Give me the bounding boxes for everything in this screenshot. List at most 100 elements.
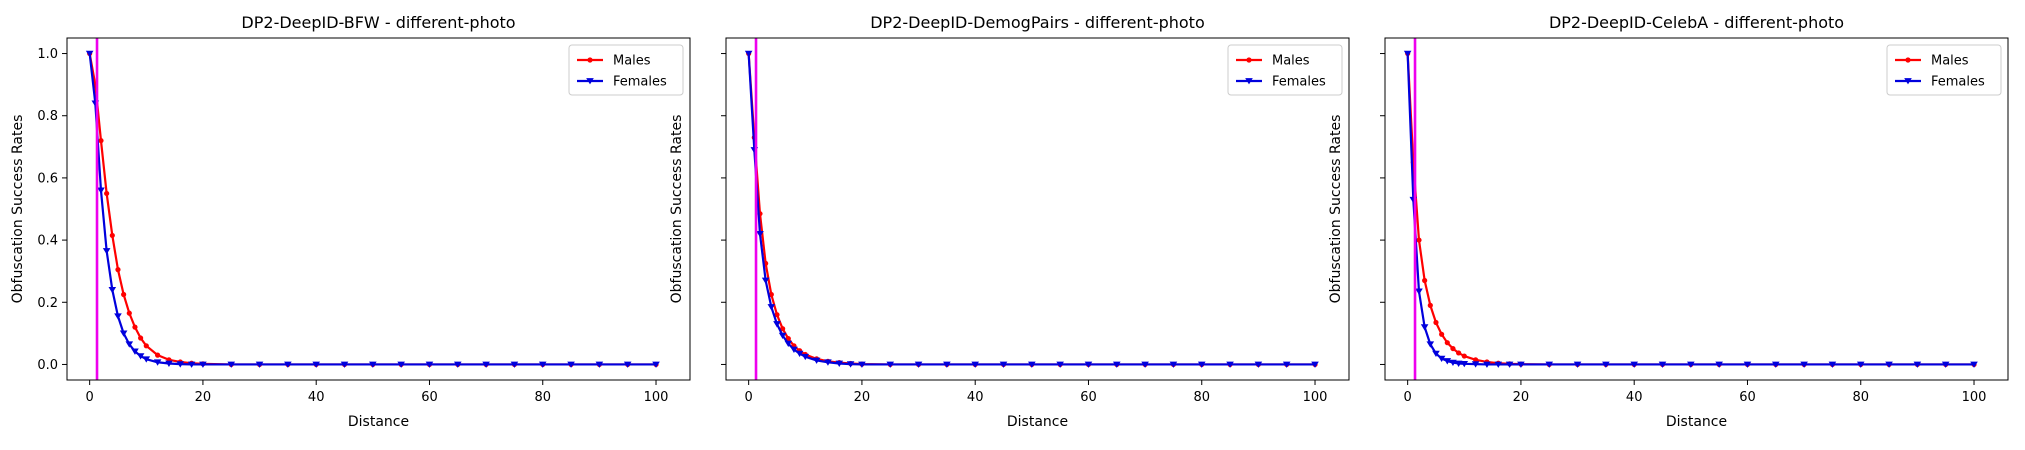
data-point-males [1427,302,1433,308]
y-tick-label: 1.0 [37,47,58,62]
series-line-males [747,53,1316,366]
data-point-females [340,361,349,368]
legend-label-males: Males [1931,54,1969,69]
legend-marker [1246,57,1252,63]
data-point-females [1602,361,1610,368]
data-point-males [780,326,786,332]
data-point-females [835,360,844,367]
x-tick-label: 80 [1852,390,1869,405]
data-point-females [1454,360,1463,367]
data-point-females [1856,361,1865,368]
series-line-males [1406,53,1975,366]
data-point-females [1913,361,1922,368]
data-point-females [1420,324,1429,331]
data-point-females [761,277,770,284]
data-point-males [1416,237,1422,243]
axes-frame [725,37,1350,381]
data-point-females [153,359,162,366]
data-point-females [1426,341,1435,348]
data-point-females [165,360,173,367]
data-point-females [114,313,122,320]
data-point-females [1460,360,1469,368]
axes-frame [1384,37,2009,381]
data-point-females [1112,361,1121,368]
legend-marker [1904,78,1912,85]
data-point-females [1885,361,1893,368]
data-point-males [115,267,121,273]
data-point-females [369,361,377,368]
data-point-females [767,304,776,311]
data-point-males [98,138,104,144]
data-point-females [482,361,490,368]
data-point-females [1630,361,1638,368]
data-point-females [85,50,94,57]
x-tick-label: 100 [644,390,669,405]
chart-panel-3: DP2-DeepID-CelebA - different-photo 0 20 40… [1328,13,2009,430]
data-point-females [255,361,264,368]
chart-title: DP2-DeepID-DemogPairs - different-photo [870,13,1205,32]
legend-label-females: Females [1931,75,1985,90]
data-point-females [1545,361,1554,368]
data-point-males [121,291,127,298]
data-point-females [773,321,781,328]
legend-box [1227,44,1343,96]
series-line-females [88,53,657,366]
data-point-females [425,361,434,368]
data-point-females [142,356,151,363]
data-point-females [1505,361,1514,368]
data-point-females [858,361,866,368]
data-point-females [999,361,1008,368]
legend-marker [586,78,594,85]
data-point-females [1056,361,1064,368]
data-point-females [397,361,405,368]
data-point-females [756,231,764,238]
chart-panel-2: DP2-DeepID-DemogPairs - different-photo 0… [669,13,1350,430]
data-point-females [1658,361,1667,368]
data-point-females [1828,361,1837,368]
data-point-females [595,361,604,368]
legend-label-males: Males [613,54,651,69]
data-point-males [1456,350,1462,356]
x-axis-label: Distance [1666,414,1727,430]
data-point-females [1403,50,1412,57]
y-tick-label: 0.4 [37,234,58,249]
x-tick-label: 80 [534,390,551,405]
data-point-females [795,350,804,357]
data-point-females [790,346,798,353]
data-point-females [538,361,547,368]
legend: Males Females [1227,44,1343,96]
data-point-females [131,348,139,355]
data-point-females [567,361,575,368]
legend-marker [1245,78,1253,85]
data-point-females [1800,361,1808,368]
data-point-females [1084,361,1093,368]
data-point-females [744,50,753,57]
data-point-females [119,330,128,337]
data-point-females [1941,361,1950,368]
data-point-females [1970,361,1978,368]
x-tick-label: 60 [1739,390,1756,405]
x-axis-label: Distance [348,414,409,430]
data-point-females [1254,361,1263,368]
axes-frame [66,37,691,381]
data-point-females [1471,361,1480,368]
x-tick-label: 0 [745,390,753,405]
data-point-females [227,361,236,368]
data-point-females [1449,359,1457,367]
data-point-males [1433,319,1439,326]
data-point-females [1197,361,1206,368]
x-tick-label: 60 [421,390,438,405]
plot-area [85,38,660,380]
data-point-females [1028,361,1036,368]
data-point-males [104,190,110,197]
data-point-females [1432,350,1440,357]
data-point-males [1439,331,1445,337]
data-point-males [1422,277,1428,284]
x-tick-label: 20 [1513,390,1530,405]
data-point-males [143,343,149,349]
data-point-females [886,361,895,368]
data-point-females [1771,361,1780,368]
x-tick-label: 100 [1303,390,1328,405]
data-point-females [510,361,519,368]
legend-box [568,44,684,96]
